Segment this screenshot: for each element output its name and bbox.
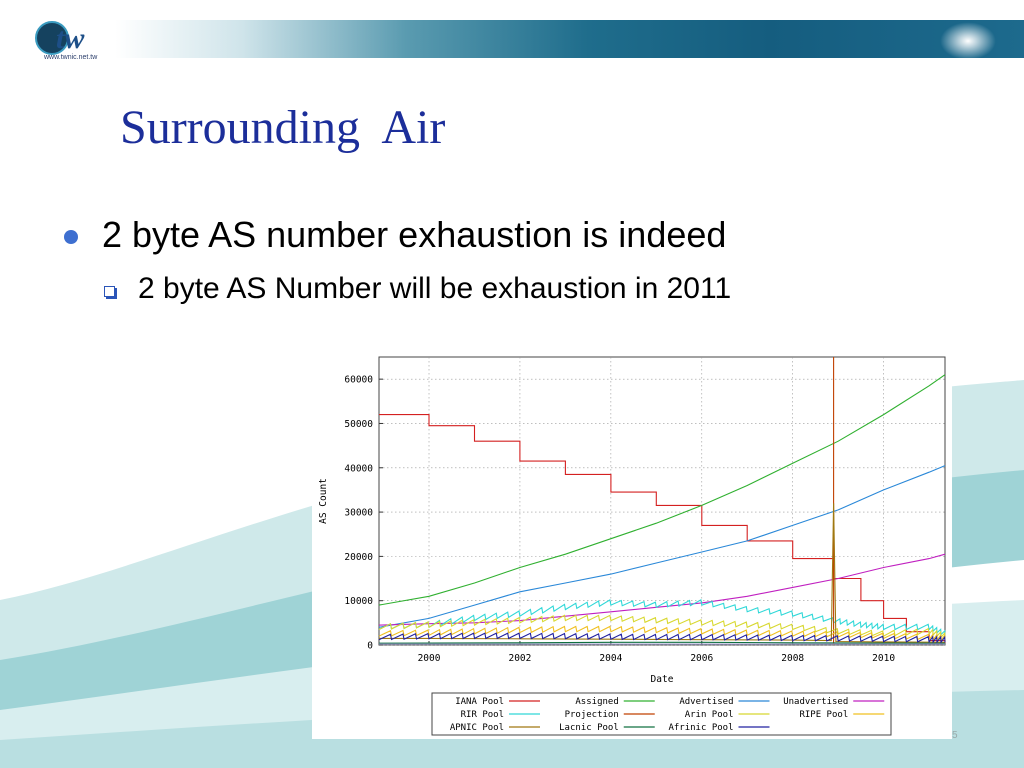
header-banner bbox=[0, 0, 1024, 60]
legend-label: IANA Pool bbox=[455, 697, 504, 707]
series-line-assigned bbox=[378, 374, 946, 606]
legend-label: Projection bbox=[565, 710, 619, 720]
plot-area bbox=[378, 356, 946, 646]
legend-label: Afrinic Pool bbox=[668, 723, 733, 733]
twnic-logo-icon: tw bbox=[35, 21, 85, 55]
slide-title: Surrounding Air bbox=[120, 101, 446, 154]
series-line-afrinic-pool bbox=[378, 632, 946, 644]
y-tick-label: 10000 bbox=[344, 596, 373, 607]
as-count-chart: 0 10000 20000 30000 40000 50000 60000 2000 2002 2… bbox=[318, 356, 946, 736]
series-line-lacnic-pool bbox=[378, 641, 946, 644]
y-tick-label: 50000 bbox=[344, 419, 373, 430]
series-line-iana-pool bbox=[379, 414, 946, 643]
y-tick-label: 0 bbox=[367, 641, 373, 652]
legend-label: RIR Pool bbox=[461, 710, 504, 720]
page-number: 5 bbox=[952, 730, 958, 741]
legend-label: APNIC Pool bbox=[450, 723, 504, 733]
bullet-dot-icon bbox=[64, 230, 78, 244]
legend-label: Arin Pool bbox=[685, 710, 734, 720]
y-tick-label: 60000 bbox=[344, 375, 373, 386]
bullet1-text: 2 byte AS number exhaustion is indeed bbox=[102, 214, 727, 255]
series-line-ripe-pool bbox=[378, 625, 946, 642]
logo-url: www.twnic.net.tw bbox=[44, 54, 98, 61]
chart-panel: 0 10000 20000 30000 40000 50000 60000 2000 2002 2… bbox=[312, 345, 952, 739]
header-glow bbox=[940, 22, 996, 60]
legend-label: Lacnic Pool bbox=[559, 723, 619, 733]
y-tick-label: 40000 bbox=[344, 463, 373, 474]
logo-text: tw bbox=[56, 22, 85, 55]
series-line-rir-pool bbox=[378, 599, 946, 637]
x-tick-label: 2010 bbox=[872, 653, 895, 664]
x-tick-label: 2000 bbox=[418, 653, 441, 664]
y-tick-label: 20000 bbox=[344, 552, 373, 563]
legend-label: Advertised bbox=[679, 697, 733, 707]
x-tick-label: 2002 bbox=[508, 653, 531, 664]
y-tick-label: 30000 bbox=[344, 508, 373, 519]
x-tick-label: 2006 bbox=[690, 653, 713, 664]
legend bbox=[431, 692, 892, 736]
legend-label: Assigned bbox=[575, 697, 618, 707]
legend-label: RIPE Pool bbox=[799, 710, 848, 720]
x-tick-label: 2004 bbox=[599, 653, 622, 664]
series-line-arin-pool bbox=[378, 614, 946, 639]
legend-label: Unadvertised bbox=[783, 697, 848, 707]
x-axis-label: Date bbox=[651, 674, 674, 685]
bullet-square-icon bbox=[104, 286, 115, 297]
series-line-advertised bbox=[378, 465, 946, 628]
y-axis-label: AS Count bbox=[318, 478, 329, 524]
header-gradient-bar bbox=[115, 20, 1024, 58]
bullet2-text: 2 byte AS Number will be exhaustion in 2… bbox=[138, 272, 732, 305]
x-tick-label: 2008 bbox=[781, 653, 804, 664]
